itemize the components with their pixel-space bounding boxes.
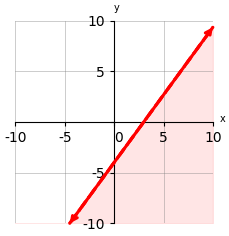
- Text: x: x: [220, 114, 226, 124]
- Text: y: y: [113, 4, 119, 13]
